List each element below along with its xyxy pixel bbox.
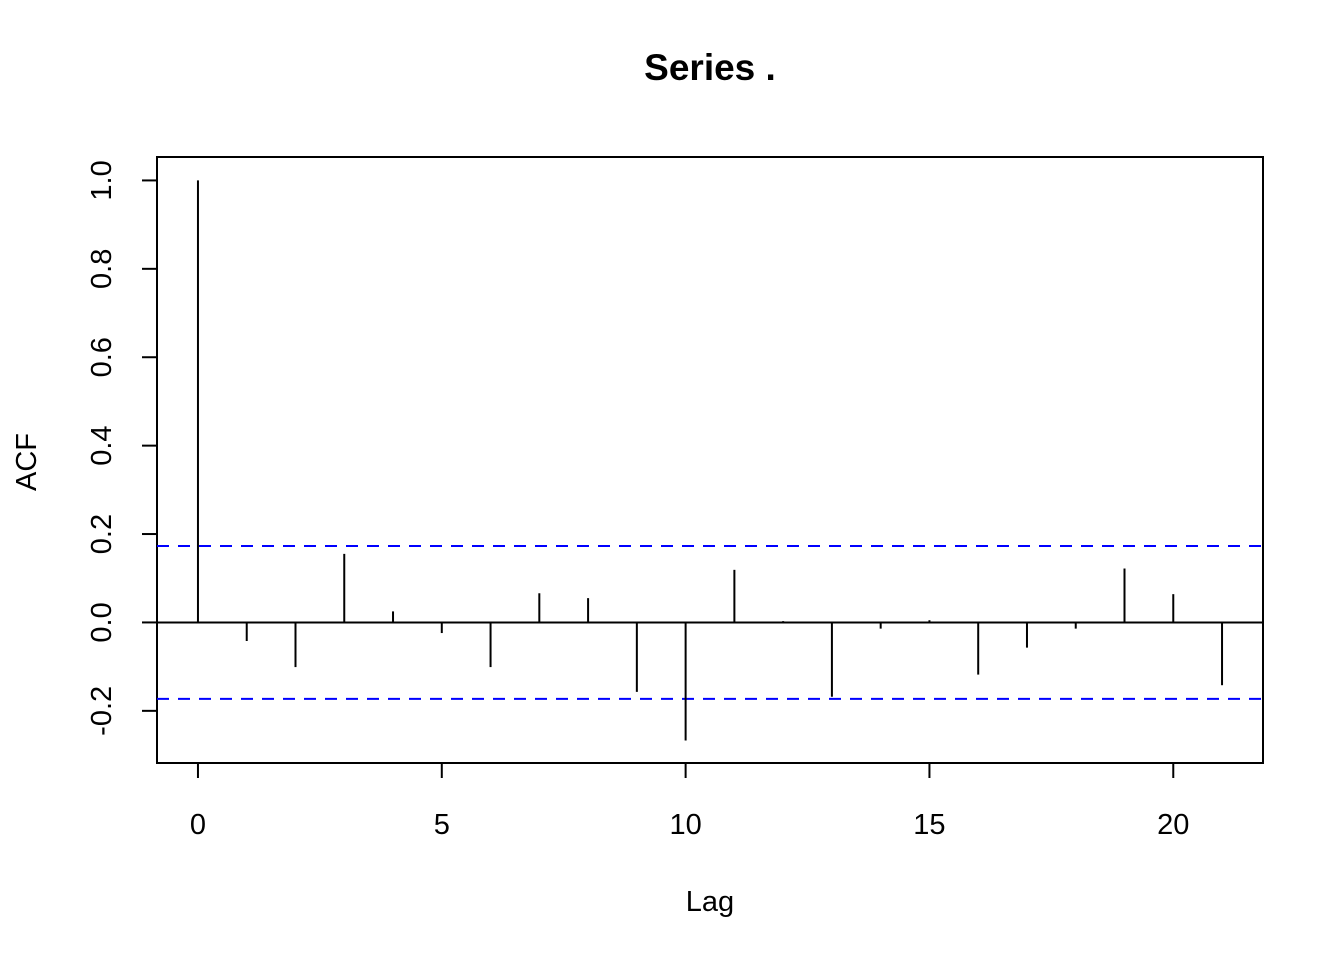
chart-title: Series . [644,47,776,88]
x-axis: 0 5 10 15 20 [190,763,1189,841]
confidence-bounds [157,544,1263,700]
x-axis-label: Lag [686,886,734,918]
y-axis-label: ACF [11,433,43,491]
x-tick-label: 0 [190,809,206,841]
y-tick-label: 0.8 [86,249,118,289]
y-tick-label: 0.4 [86,425,118,465]
x-tick-label: 20 [1157,809,1189,841]
y-tick-label: 1.0 [86,160,118,200]
y-tick-label: 0.6 [86,337,118,377]
y-tick-label: 0.0 [86,602,118,642]
x-tick-label: 5 [434,809,450,841]
y-axis: -0.2 0.0 0.2 0.4 0.6 0.8 1.0 [86,160,157,736]
plot-frame [156,156,1264,764]
y-tick-label: -0.2 [86,686,118,736]
x-tick-label: 15 [913,809,945,841]
x-tick-label: 10 [669,809,701,841]
acf-bars [196,180,1224,741]
y-tick-label: 0.2 [86,514,118,554]
